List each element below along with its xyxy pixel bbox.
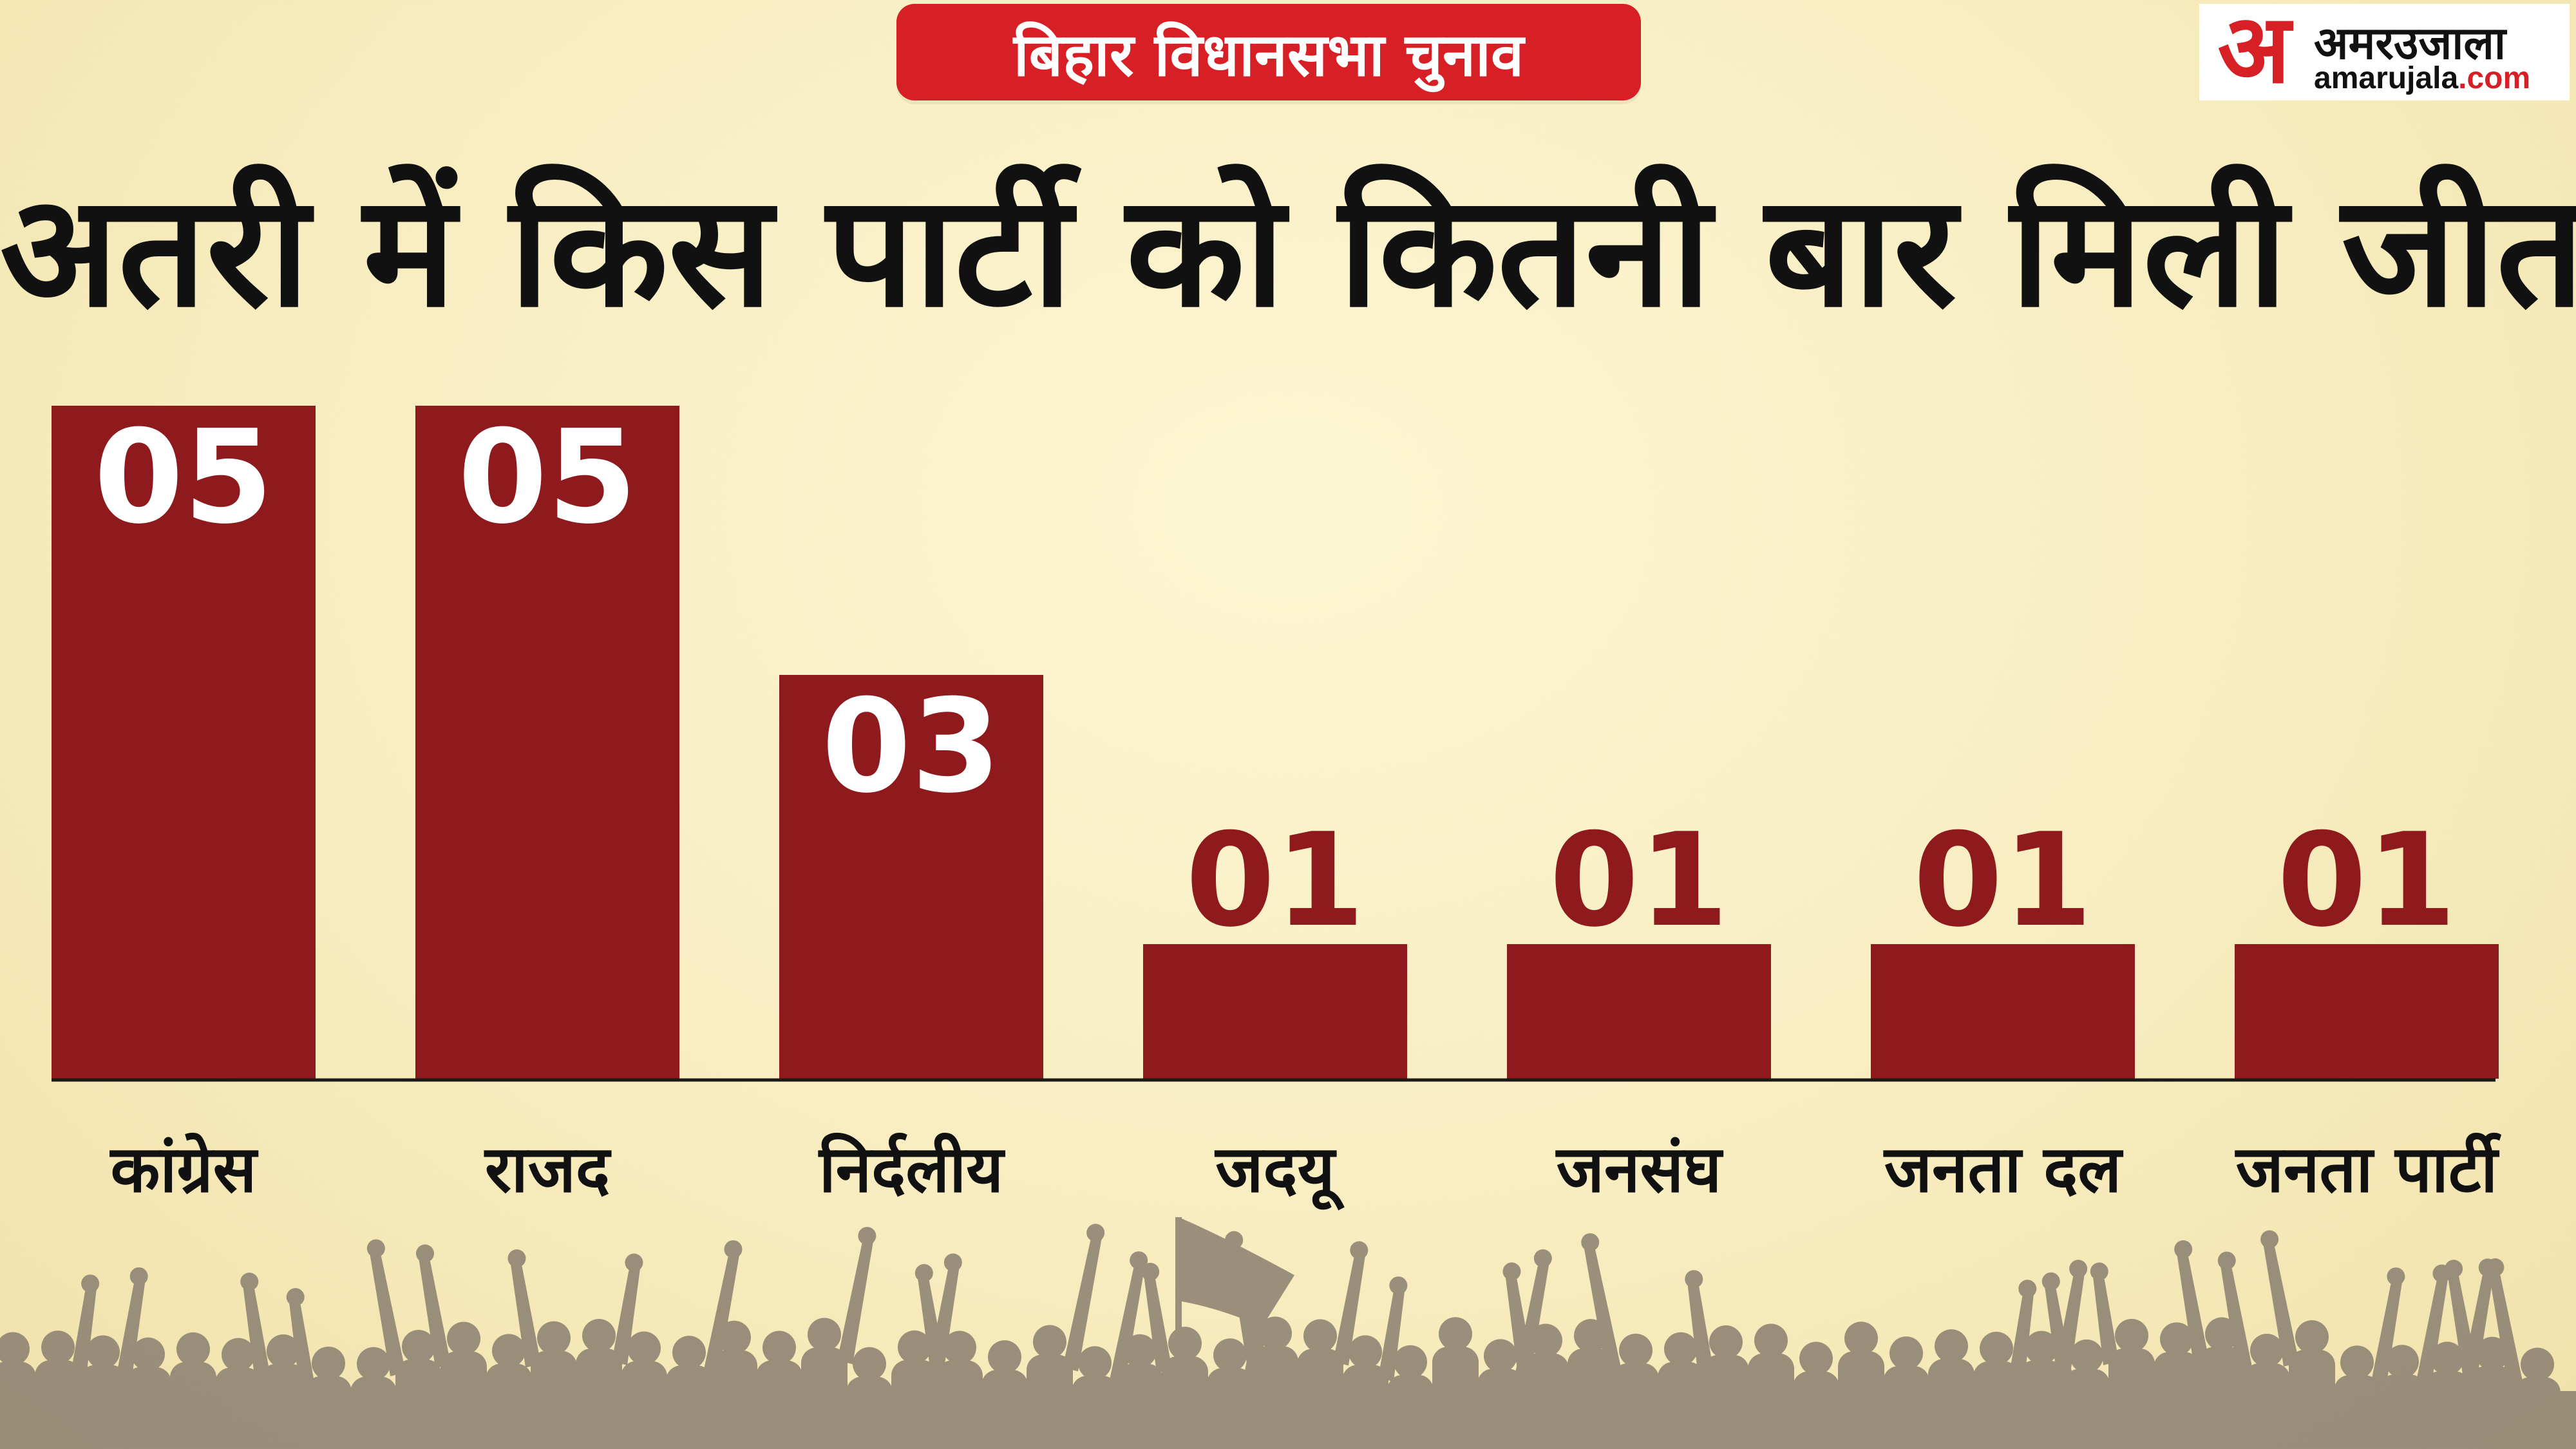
value-label-6: 01 xyxy=(2277,806,2456,956)
bar-6 xyxy=(2235,944,2499,1079)
value-label-2: 03 xyxy=(822,672,1001,822)
value-label-3: 01 xyxy=(1186,806,1365,956)
crowd-silhouette xyxy=(0,1217,2576,1449)
bar-3 xyxy=(1143,944,1407,1079)
bar-5 xyxy=(1871,944,2135,1079)
value-label-5: 01 xyxy=(1913,806,2092,956)
logo-site-name: amarujala xyxy=(2314,61,2459,95)
logo-latin-text: amarujala.com xyxy=(2314,61,2530,96)
category-label-0: कांग्रेस xyxy=(109,1132,259,1207)
value-label-0: 05 xyxy=(94,402,273,553)
election-badge: बिहार विधानसभा चुनाव xyxy=(896,4,1641,100)
category-label-4: जनसंघ xyxy=(1555,1132,1724,1207)
value-label-1: 05 xyxy=(458,402,637,553)
bar-4 xyxy=(1507,944,1771,1079)
category-label-2: निर्दलीय xyxy=(818,1132,1005,1207)
category-label-3: जदयू xyxy=(1214,1132,1345,1211)
chart-title: अतरी में किस पार्टी को कितनी बार मिली जी… xyxy=(0,161,2576,341)
logo-glyph: अ xyxy=(2217,0,2291,104)
logo-domain: .com xyxy=(2458,61,2531,95)
amarujala-logo: अ अमरउजाला amarujala.com xyxy=(2199,0,2570,100)
category-label-5: जनता दल xyxy=(1883,1132,2124,1207)
category-label-6: जनता पार्टी xyxy=(2235,1132,2502,1207)
bar-2 xyxy=(779,675,1043,1079)
logo-hindi-text: अमरउजाला xyxy=(2314,17,2506,70)
bar-1 xyxy=(415,406,679,1079)
bar-0 xyxy=(52,406,316,1079)
value-label-4: 01 xyxy=(1549,806,1728,956)
category-label-1: राजद xyxy=(484,1132,612,1207)
